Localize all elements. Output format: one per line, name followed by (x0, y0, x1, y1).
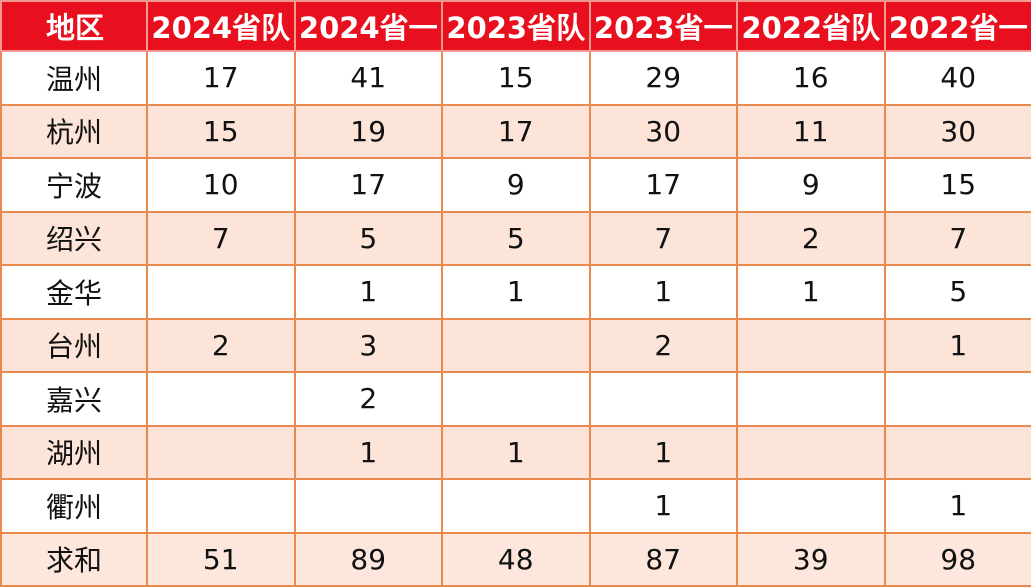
column-header-2023-first: 2023省一 (590, 1, 738, 51)
column-header-2023-team: 2023省队 (442, 1, 590, 51)
value-cell: 16 (737, 51, 885, 105)
value-cell: 10 (147, 158, 295, 212)
value-cell: 17 (442, 105, 590, 159)
region-cell: 宁波 (1, 158, 147, 212)
value-cell: 17 (147, 51, 295, 105)
value-cell: 39 (737, 533, 885, 587)
value-cell: 7 (147, 212, 295, 266)
value-cell: 1 (885, 479, 1031, 533)
value-cell: 1 (442, 265, 590, 319)
value-cell: 89 (295, 533, 443, 587)
value-cell: 51 (147, 533, 295, 587)
value-cell: 17 (295, 158, 443, 212)
region-cell: 金华 (1, 265, 147, 319)
value-cell: 2 (590, 319, 738, 373)
value-cell: 7 (590, 212, 738, 266)
value-cell: 1 (295, 426, 443, 480)
value-cell (885, 372, 1031, 426)
value-cell: 9 (737, 158, 885, 212)
value-cell: 1 (737, 265, 885, 319)
value-cell: 29 (590, 51, 738, 105)
value-cell (147, 372, 295, 426)
value-cell (442, 479, 590, 533)
value-cell (737, 319, 885, 373)
value-cell: 5 (885, 265, 1031, 319)
header-row: 地区 2024省队 2024省一 2023省队 2023省一 2022省队 20… (1, 1, 1031, 51)
value-cell: 30 (590, 105, 738, 159)
value-cell: 5 (442, 212, 590, 266)
value-cell (885, 426, 1031, 480)
region-cell: 杭州 (1, 105, 147, 159)
column-header-2022-first: 2022省一 (885, 1, 1031, 51)
region-cell: 湖州 (1, 426, 147, 480)
region-cell: 衢州 (1, 479, 147, 533)
value-cell: 9 (442, 158, 590, 212)
value-cell: 1 (295, 265, 443, 319)
value-cell (147, 426, 295, 480)
value-cell: 48 (442, 533, 590, 587)
value-cell (147, 265, 295, 319)
value-cell: 7 (885, 212, 1031, 266)
value-cell: 98 (885, 533, 1031, 587)
table-row: 嘉兴 2 (1, 372, 1031, 426)
value-cell (295, 479, 443, 533)
value-cell: 2 (295, 372, 443, 426)
value-cell: 41 (295, 51, 443, 105)
value-cell: 15 (885, 158, 1031, 212)
table-row: 衢州 1 1 (1, 479, 1031, 533)
region-cell: 温州 (1, 51, 147, 105)
value-cell: 2 (147, 319, 295, 373)
value-cell: 3 (295, 319, 443, 373)
region-cell: 绍兴 (1, 212, 147, 266)
column-header-2022-team: 2022省队 (737, 1, 885, 51)
region-cell: 求和 (1, 533, 147, 587)
value-cell: 1 (885, 319, 1031, 373)
value-cell: 5 (295, 212, 443, 266)
value-cell: 19 (295, 105, 443, 159)
value-cell: 17 (590, 158, 738, 212)
value-cell: 1 (590, 426, 738, 480)
value-cell: 11 (737, 105, 885, 159)
value-cell (737, 372, 885, 426)
value-cell: 30 (885, 105, 1031, 159)
value-cell (737, 426, 885, 480)
value-cell: 1 (442, 426, 590, 480)
value-cell: 15 (147, 105, 295, 159)
value-cell: 2 (737, 212, 885, 266)
value-cell: 87 (590, 533, 738, 587)
value-cell: 1 (590, 479, 738, 533)
table-header: 地区 2024省队 2024省一 2023省队 2023省一 2022省队 20… (1, 1, 1031, 51)
value-cell (590, 372, 738, 426)
column-header-2024-first: 2024省一 (295, 1, 443, 51)
value-cell (737, 479, 885, 533)
value-cell (442, 372, 590, 426)
value-cell (442, 319, 590, 373)
value-cell: 40 (885, 51, 1031, 105)
value-cell: 1 (590, 265, 738, 319)
column-header-region: 地区 (1, 1, 147, 51)
region-cell: 嘉兴 (1, 372, 147, 426)
column-header-2024-team: 2024省队 (147, 1, 295, 51)
value-cell (147, 479, 295, 533)
value-cell: 15 (442, 51, 590, 105)
region-cell: 台州 (1, 319, 147, 373)
